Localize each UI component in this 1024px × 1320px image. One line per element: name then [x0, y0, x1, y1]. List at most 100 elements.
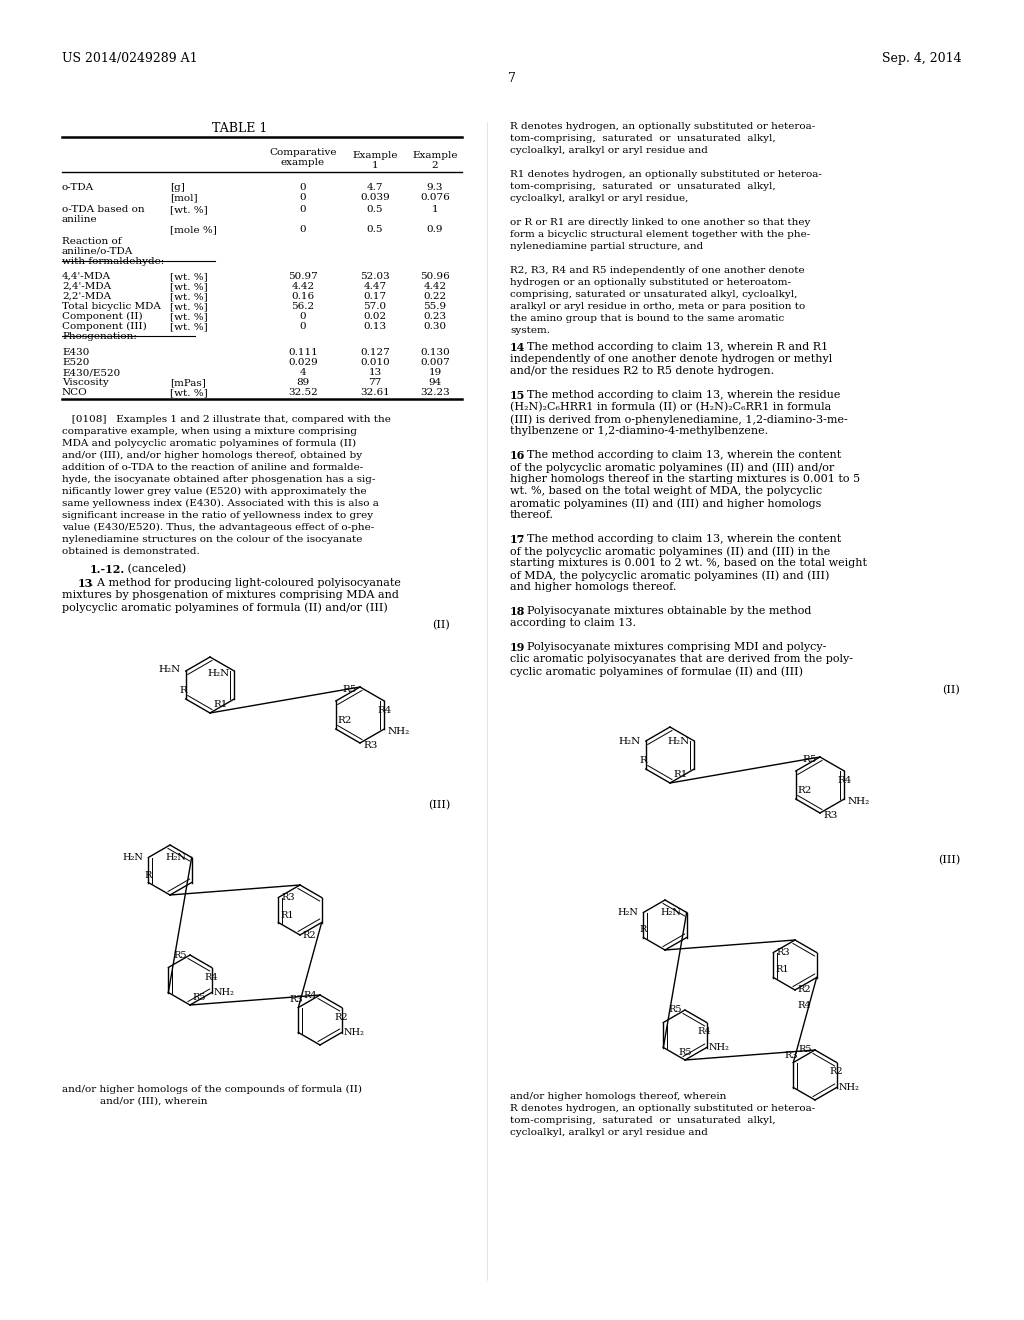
Text: 0.22: 0.22 — [424, 292, 446, 301]
Text: 50.96: 50.96 — [420, 272, 450, 281]
Text: R4: R4 — [303, 990, 317, 999]
Text: and/or (III), wherein: and/or (III), wherein — [100, 1097, 208, 1106]
Text: 0.130: 0.130 — [420, 348, 450, 356]
Text: NH₂: NH₂ — [344, 1028, 365, 1038]
Text: . Polyisocyanate mixtures obtainable by the method: . Polyisocyanate mixtures obtainable by … — [520, 606, 811, 616]
Text: R2, R3, R4 and R5 independently of one another denote: R2, R3, R4 and R5 independently of one a… — [510, 267, 805, 275]
Text: hyde, the isocyanate obtained after phosgenation has a sig-: hyde, the isocyanate obtained after phos… — [62, 475, 376, 484]
Text: system.: system. — [510, 326, 550, 335]
Text: 13: 13 — [369, 368, 382, 378]
Text: (II): (II) — [432, 620, 450, 631]
Text: cycloalkyl, aralkyl or aryl residue,: cycloalkyl, aralkyl or aryl residue, — [510, 194, 688, 203]
Text: NH₂: NH₂ — [839, 1082, 859, 1092]
Text: hydrogen or an optionally substituted or heteroatom-: hydrogen or an optionally substituted or… — [510, 279, 791, 286]
Text: wt. %, based on the total weight of MDA, the polycyclic: wt. %, based on the total weight of MDA,… — [510, 486, 822, 496]
Text: 4.42: 4.42 — [292, 282, 314, 290]
Text: 4.47: 4.47 — [364, 282, 387, 290]
Text: comprising, saturated or unsaturated alkyl, cycloalkyl,: comprising, saturated or unsaturated alk… — [510, 290, 798, 300]
Text: Component (III): Component (III) — [62, 322, 146, 331]
Text: 89: 89 — [296, 378, 309, 387]
Text: R denotes hydrogen, an optionally substituted or heteroa-: R denotes hydrogen, an optionally substi… — [510, 121, 815, 131]
Text: comparative example, when using a mixture comprising: comparative example, when using a mixtur… — [62, 426, 357, 436]
Text: 0: 0 — [300, 312, 306, 321]
Text: form a bicyclic structural element together with the phe-: form a bicyclic structural element toget… — [510, 230, 810, 239]
Text: 2,4'-MDA: 2,4'-MDA — [62, 282, 112, 290]
Text: according to claim 13.: according to claim 13. — [510, 618, 636, 628]
Text: [mol]: [mol] — [170, 193, 198, 202]
Text: R4: R4 — [837, 776, 851, 785]
Text: Total bicyclic MDA: Total bicyclic MDA — [62, 302, 161, 312]
Text: 32.23: 32.23 — [420, 388, 450, 397]
Text: significant increase in the ratio of yellowness index to grey: significant increase in the ratio of yel… — [62, 511, 373, 520]
Text: (III) is derived from o-phenylenediamine, 1,2-diamino-3-me-: (III) is derived from o-phenylenediamine… — [510, 414, 848, 425]
Text: nificantly lower grey value (E520) with approximately the: nificantly lower grey value (E520) with … — [62, 487, 367, 496]
Text: 0: 0 — [300, 224, 306, 234]
Text: higher homologs thereof in the starting mixtures is 0.001 to 5: higher homologs thereof in the starting … — [510, 474, 860, 484]
Text: cycloalkyl, aralkyl or aryl residue and: cycloalkyl, aralkyl or aryl residue and — [510, 147, 708, 154]
Text: independently of one another denote hydrogen or methyl: independently of one another denote hydr… — [510, 354, 833, 364]
Text: 4.42: 4.42 — [424, 282, 446, 290]
Text: R: R — [640, 925, 647, 935]
Text: R1: R1 — [213, 700, 227, 709]
Text: MDA and polycyclic aromatic polyamines of formula (II): MDA and polycyclic aromatic polyamines o… — [62, 440, 356, 447]
Text: 4: 4 — [300, 368, 306, 378]
Text: R5: R5 — [193, 993, 206, 1002]
Text: addition of o-TDA to the reaction of aniline and formalde-: addition of o-TDA to the reaction of ani… — [62, 463, 364, 473]
Text: tom-comprising,  saturated  or  unsaturated  alkyl,: tom-comprising, saturated or unsaturated… — [510, 1115, 775, 1125]
Text: E520: E520 — [62, 358, 89, 367]
Text: 1.-12.: 1.-12. — [90, 564, 125, 576]
Text: of MDA, the polycyclic aromatic polyamines (II) and (III): of MDA, the polycyclic aromatic polyamin… — [510, 570, 829, 581]
Text: 19: 19 — [510, 642, 525, 653]
Text: tom-comprising,  saturated  or  unsaturated  alkyl,: tom-comprising, saturated or unsaturated… — [510, 135, 775, 143]
Text: 18: 18 — [510, 606, 525, 616]
Text: thereof.: thereof. — [510, 510, 554, 520]
Text: NH₂: NH₂ — [387, 726, 410, 735]
Text: and/or higher homologs of the compounds of formula (II): and/or higher homologs of the compounds … — [62, 1085, 362, 1094]
Text: R2: R2 — [338, 715, 352, 725]
Text: H₂N: H₂N — [667, 737, 689, 746]
Text: Example: Example — [413, 150, 458, 160]
Text: 0.076: 0.076 — [420, 193, 450, 202]
Text: R4: R4 — [205, 973, 218, 982]
Text: R3: R3 — [282, 894, 295, 902]
Text: R: R — [144, 870, 152, 879]
Text: . The method according to claim 13, wherein the content: . The method according to claim 13, wher… — [520, 450, 842, 459]
Text: Phosgenation:: Phosgenation: — [62, 333, 137, 341]
Text: 0.127: 0.127 — [360, 348, 390, 356]
Text: 0.13: 0.13 — [364, 322, 387, 331]
Text: R5: R5 — [803, 755, 817, 763]
Text: 0.029: 0.029 — [288, 358, 317, 367]
Text: . The method according to claim 13, wherein the content: . The method according to claim 13, wher… — [520, 535, 842, 544]
Text: cyclic aromatic polyamines of formulae (II) and (III): cyclic aromatic polyamines of formulae (… — [510, 667, 803, 677]
Text: [mPas]: [mPas] — [170, 378, 206, 387]
Text: R1: R1 — [281, 911, 294, 920]
Text: NH₂: NH₂ — [709, 1043, 729, 1052]
Text: 32.61: 32.61 — [360, 388, 390, 397]
Text: or R or R1 are directly linked to one another so that they: or R or R1 are directly linked to one an… — [510, 218, 810, 227]
Text: thylbenzene or 1,2-diamino-4-methylbenzene.: thylbenzene or 1,2-diamino-4-methylbenze… — [510, 426, 768, 436]
Text: 17: 17 — [510, 535, 525, 545]
Text: H₂N: H₂N — [618, 737, 641, 746]
Text: H₂N: H₂N — [617, 908, 638, 917]
Text: 55.9: 55.9 — [424, 302, 446, 312]
Text: nylenediamine partial structure, and: nylenediamine partial structure, and — [510, 242, 703, 251]
Text: (II): (II) — [942, 685, 961, 696]
Text: 94: 94 — [428, 378, 441, 387]
Text: the amino group that is bound to the same aromatic: the amino group that is bound to the sam… — [510, 314, 784, 323]
Text: [wt. %]: [wt. %] — [170, 272, 208, 281]
Text: cycloalkyl, aralkyl or aryl residue and: cycloalkyl, aralkyl or aryl residue and — [510, 1129, 708, 1137]
Text: aniline: aniline — [62, 215, 97, 224]
Text: 50.97: 50.97 — [288, 272, 317, 281]
Text: R1: R1 — [775, 965, 788, 974]
Text: . The method according to claim 13, wherein R and R1: . The method according to claim 13, wher… — [520, 342, 828, 352]
Text: R3: R3 — [362, 741, 378, 750]
Text: 0.007: 0.007 — [420, 358, 450, 367]
Text: R4: R4 — [797, 1001, 811, 1010]
Text: 19: 19 — [428, 368, 441, 378]
Text: and/or higher homologs thereof, wherein: and/or higher homologs thereof, wherein — [510, 1092, 726, 1101]
Text: 1: 1 — [372, 161, 378, 170]
Text: aniline/o-TDA: aniline/o-TDA — [62, 247, 133, 256]
Text: R5: R5 — [343, 685, 357, 693]
Text: [wt. %]: [wt. %] — [170, 312, 208, 321]
Text: 2,2'-MDA: 2,2'-MDA — [62, 292, 112, 301]
